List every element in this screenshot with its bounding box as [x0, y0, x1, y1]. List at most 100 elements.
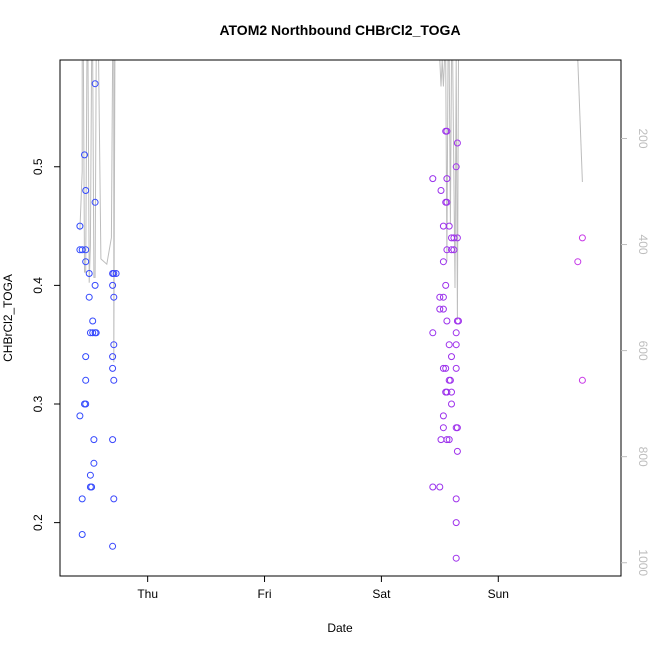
data-point-61	[443, 127, 451, 135]
data-point-11	[82, 376, 90, 384]
data-point-93	[455, 317, 462, 325]
data-point-82	[452, 341, 460, 349]
data-point-54	[439, 412, 447, 420]
data-point-22	[90, 436, 98, 444]
y2-tick-label-1: 400	[636, 235, 650, 255]
data-point-85	[452, 495, 460, 503]
data-point-45	[436, 305, 444, 313]
data-point-65	[443, 317, 451, 325]
x-tick-label-3: Sun	[488, 587, 509, 601]
data-point-51	[439, 293, 447, 301]
plot-frame	[59, 59, 622, 577]
data-point-5	[78, 531, 86, 538]
y2-tick-label-4: 1000	[636, 549, 650, 576]
data-point-41	[429, 175, 437, 183]
y-tick-label-3: 0.5	[31, 158, 45, 175]
data-point-74	[448, 246, 455, 254]
data-point-81	[452, 329, 460, 337]
data-point-58	[442, 281, 450, 289]
data-point-37	[110, 341, 118, 349]
data-point-86	[452, 519, 460, 527]
data-point-69	[445, 341, 453, 349]
y2-series-lines	[79, 60, 583, 363]
data-point-62	[443, 175, 451, 183]
data-point-7	[82, 187, 90, 194]
data-point-75	[448, 353, 455, 361]
data-point-33	[109, 436, 117, 444]
y-axis-label: CHBrCl2_TOGA	[1, 274, 15, 362]
data-point-48	[437, 436, 445, 444]
data-point-6	[81, 151, 88, 159]
x-tick-label-0: Thu	[137, 587, 158, 601]
x-tick-label-2: Sat	[372, 587, 391, 601]
data-point-39	[110, 495, 118, 503]
data-point-43	[429, 483, 437, 491]
data-point-96	[578, 376, 586, 384]
y2-series-line-0-0	[79, 60, 117, 363]
data-point-10	[82, 353, 90, 361]
data-point-40	[112, 270, 120, 277]
data-point-3	[78, 246, 86, 254]
data-point-42	[429, 329, 437, 337]
x-axis-label: Date	[327, 621, 353, 635]
data-point-88	[453, 139, 461, 147]
data-point-34	[109, 542, 117, 550]
data-point-17	[86, 471, 94, 479]
data-point-35	[110, 270, 118, 277]
data-point-9	[82, 258, 90, 266]
y2-tick-label-3: 800	[636, 447, 650, 467]
y2-tick-label-0: 200	[636, 128, 650, 148]
data-points	[76, 80, 586, 562]
data-point-30	[109, 281, 117, 289]
data-point-25	[91, 198, 99, 206]
data-point-63	[443, 198, 451, 206]
data-point-87	[452, 554, 460, 562]
data-point-94	[574, 258, 582, 266]
data-point-50	[439, 258, 447, 266]
data-point-13	[81, 400, 88, 408]
x-axis: Thu Fri Sat Sun	[137, 576, 509, 601]
data-point-71	[445, 436, 453, 444]
data-point-15	[85, 293, 93, 301]
data-point-52	[439, 305, 447, 313]
data-point-36	[110, 293, 118, 301]
y-axis-left: 0.2 0.3 0.4 0.5	[31, 158, 60, 531]
data-point-78	[450, 234, 458, 242]
y2-series-line-2-0	[577, 60, 583, 183]
data-point-76	[448, 388, 455, 396]
data-point-47	[437, 187, 445, 194]
data-point-4	[78, 495, 86, 503]
data-point-67	[443, 436, 451, 444]
data-point-28	[92, 329, 100, 337]
y-tick-label-0: 0.2	[31, 514, 45, 531]
data-point-59	[442, 364, 450, 372]
chart-title: ATOM2 Northbound CHBrCl2_TOGA	[219, 22, 460, 38]
data-point-55	[439, 424, 447, 432]
data-point-89	[453, 234, 461, 242]
data-point-44	[436, 293, 444, 301]
data-point-46	[436, 483, 444, 491]
y2-tick-label-2: 600	[636, 341, 650, 361]
data-point-68	[445, 222, 453, 230]
y-axis-right: 200 400 600 800 1000	[621, 128, 650, 576]
data-point-49	[439, 222, 447, 230]
data-point-95	[578, 234, 586, 242]
data-point-26	[91, 281, 99, 289]
data-point-20	[89, 317, 97, 325]
y-tick-label-1: 0.3	[31, 395, 45, 412]
data-point-38	[110, 376, 118, 384]
data-point-32	[109, 364, 117, 372]
data-point-66	[443, 388, 451, 396]
y-tick-label-2: 0.4	[31, 277, 45, 294]
data-point-24	[91, 80, 99, 88]
data-point-21	[89, 329, 97, 337]
data-point-53	[439, 364, 447, 372]
data-point-31	[109, 353, 117, 361]
data-point-64	[443, 246, 451, 254]
data-point-79	[450, 246, 458, 254]
data-point-14	[85, 270, 93, 277]
data-point-19	[88, 483, 96, 491]
data-point-72	[446, 376, 454, 384]
data-point-91	[453, 424, 461, 432]
